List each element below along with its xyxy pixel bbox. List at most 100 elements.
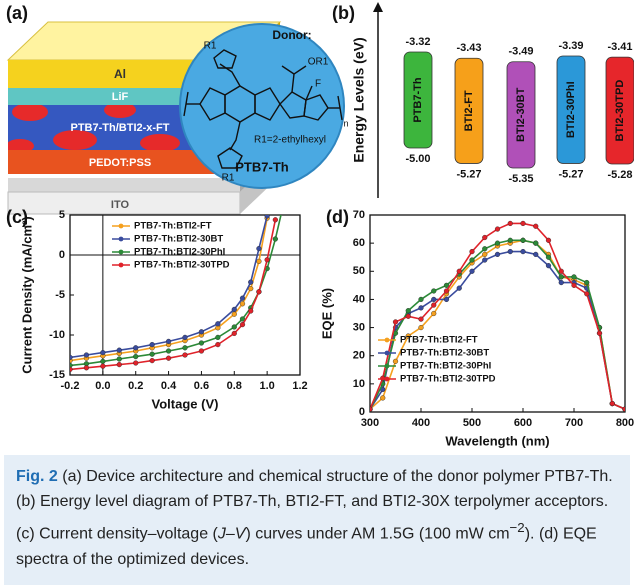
data-point (166, 356, 171, 361)
data-point (597, 331, 602, 336)
caption: Fig. 2 (a) Device architecture and chemi… (4, 455, 630, 585)
data-point (84, 365, 89, 370)
data-point (133, 361, 138, 366)
x-tick-label: 300 (361, 417, 379, 429)
y-tick-label: 70 (353, 209, 365, 221)
y-tick-label: 60 (353, 237, 365, 249)
data-point (406, 308, 411, 313)
caption-text: ) curves under AM 1.5G (100 mW cm (245, 525, 509, 542)
value-label: -3.39 (558, 40, 583, 52)
donor-title: Donor: (272, 28, 311, 42)
data-point (117, 348, 122, 353)
data-point (470, 258, 475, 263)
data-point (533, 224, 538, 229)
legend-marker (385, 338, 390, 343)
panel-label: (a) (6, 3, 28, 23)
data-point (240, 296, 245, 301)
legend-marker (119, 224, 124, 229)
data-point (482, 258, 487, 263)
y-tick-label: -5 (55, 289, 65, 301)
data-point (431, 289, 436, 294)
data-point (508, 249, 513, 254)
data-point (470, 249, 475, 254)
legend-marker (385, 351, 390, 356)
layer-label: PEDOT:PSS (89, 157, 151, 169)
legend-label: PTB7-Th:BTI2-30TPD (400, 374, 496, 385)
data-point (419, 325, 424, 330)
value-label: -3.41 (607, 41, 632, 53)
data-point (623, 407, 628, 412)
data-point (610, 401, 615, 406)
y-tick-label: 50 (353, 265, 365, 277)
value-label: -5.27 (456, 168, 481, 180)
data-point (100, 350, 105, 355)
data-point (419, 297, 424, 302)
value-label: -5.28 (607, 169, 632, 181)
data-point (117, 357, 122, 362)
data-point (521, 221, 526, 226)
data-point (199, 349, 204, 354)
x-tick-label: 0.0 (95, 380, 110, 392)
data-point (150, 342, 155, 347)
data-point (273, 237, 278, 242)
data-point (232, 307, 237, 312)
atom-label: n (343, 118, 348, 128)
data-point (584, 291, 589, 296)
layer-label: ITO (111, 199, 130, 211)
caption-text: J (218, 525, 226, 542)
data-point (444, 297, 449, 302)
legend-marker (119, 263, 124, 268)
data-point (133, 354, 138, 359)
data-point (273, 217, 278, 222)
data-point (482, 235, 487, 240)
y-tick-label: 5 (59, 209, 65, 221)
data-point (232, 312, 237, 317)
legend-label: PTB7-Th:BTI2-FT (400, 335, 478, 346)
y-tick-label: 20 (353, 350, 365, 362)
x-axis-label: Voltage (V) (152, 396, 219, 411)
x-tick-label: 0.4 (161, 380, 177, 392)
y-tick-label: 40 (353, 293, 365, 305)
data-point (419, 317, 424, 322)
data-point (508, 238, 513, 243)
page: {"panel_labels": ["(a)", "(b)", "(c)", "… (0, 0, 634, 588)
panel-label: (b) (332, 3, 355, 23)
data-point (406, 314, 411, 319)
x-tick-label: 700 (565, 417, 583, 429)
data-point (572, 283, 577, 288)
data-point (199, 329, 204, 334)
value-label: -3.32 (405, 36, 430, 48)
y-tick-label: 10 (353, 378, 365, 390)
data-point (533, 241, 538, 246)
data-point (133, 345, 138, 350)
data-point (380, 396, 385, 401)
data-point (257, 259, 262, 264)
legend-marker (119, 237, 124, 242)
data-point (265, 213, 270, 218)
value-label: -5.27 (558, 168, 583, 180)
data-point (457, 286, 462, 291)
y-tick-label: 30 (353, 321, 365, 333)
data-point (482, 252, 487, 257)
x-tick-label: 400 (412, 417, 430, 429)
data-point (166, 349, 171, 354)
atom-label: OR1 (308, 57, 329, 68)
bar-label: BTI2-30PhI (565, 81, 577, 138)
data-point (546, 238, 551, 243)
x-tick-label: 0.6 (194, 380, 209, 392)
bar-label: PTB7-Th (412, 77, 424, 123)
x-tick-label: 500 (463, 417, 481, 429)
data-point (199, 341, 204, 346)
layer-label: LiF (112, 91, 129, 103)
data-point (84, 353, 89, 358)
data-point (508, 221, 513, 226)
data-point (248, 280, 253, 285)
value-label: -5.00 (405, 153, 430, 165)
data-point (150, 358, 155, 363)
y-tick-label: -10 (49, 329, 65, 341)
layer-label: Al (114, 67, 126, 81)
data-point (470, 269, 475, 274)
value-label: -3.49 (508, 46, 533, 58)
data-point (419, 305, 424, 310)
y-tick-label: 0 (359, 406, 365, 418)
